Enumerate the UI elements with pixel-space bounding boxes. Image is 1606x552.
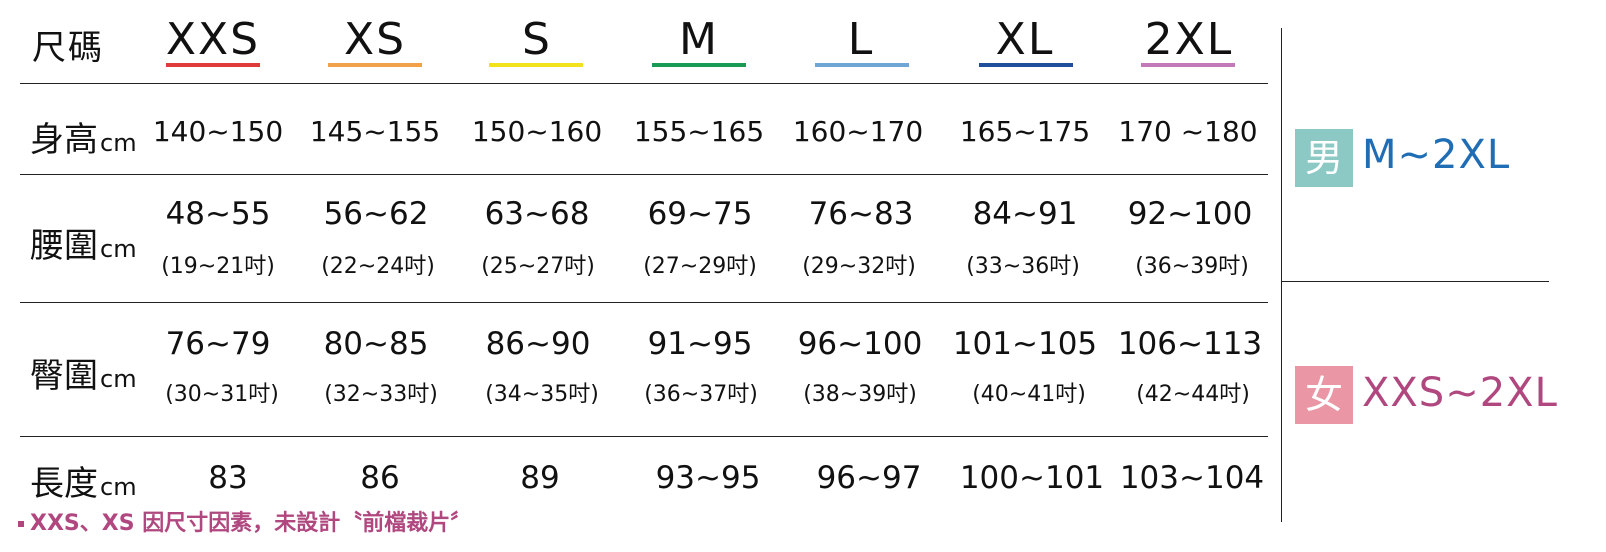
size-s-color-bar: [489, 63, 583, 67]
row-label-hip: 臀圍cm: [30, 356, 137, 396]
female-size-range: XXS~2XL: [1362, 370, 1558, 416]
side-panel-divider: [1281, 28, 1282, 522]
height-s: 150~160: [471, 115, 603, 148]
length-xl: 100~101: [959, 460, 1105, 496]
size-xl-color-bar: [979, 63, 1073, 67]
size-xxs-header: XXS: [165, 14, 261, 65]
length-s: 89: [520, 460, 560, 496]
waist-xl-inches: (33~36吋): [966, 254, 1080, 279]
waist-m: 69~75: [647, 196, 753, 232]
waist-l-inches: (29~32吋): [802, 254, 916, 279]
waist-m-inches: (27~29吋): [643, 254, 757, 279]
height-2xl: 170 ~180: [1118, 115, 1258, 148]
size-m-color-bar: [652, 63, 746, 67]
size-2xl-color-bar: [1141, 63, 1235, 67]
length-xs: 86: [360, 460, 400, 496]
footnote: XXS、XS 因尺寸因素，未設計〝前檔裁片〞: [18, 505, 472, 537]
length-xxs: 83: [208, 460, 248, 496]
size-m-header: M: [679, 14, 719, 65]
table-divider: [20, 174, 1268, 175]
table-divider: [20, 302, 1268, 303]
row-label-waist: 腰圍cm: [30, 226, 137, 266]
size-l-color-bar: [815, 63, 909, 67]
gender-divider: [1281, 281, 1549, 282]
male-badge: 男: [1295, 129, 1353, 187]
size-l-header: L: [847, 14, 875, 65]
size-s-header: S: [522, 14, 552, 65]
table-divider: [20, 83, 1268, 84]
hip-s-inches: (34~35吋): [485, 382, 599, 407]
size-xl-header: XL: [995, 14, 1055, 65]
length-2xl: 103~104: [1119, 460, 1265, 496]
waist-2xl: 92~100: [1127, 196, 1253, 232]
height-m: 155~165: [633, 115, 765, 148]
hip-m-inches: (36~37吋): [644, 382, 758, 407]
row-label-length: 長度cm: [30, 464, 137, 504]
hip-s: 86~90: [485, 326, 591, 362]
row-label-height: 身高cm: [30, 120, 137, 160]
height-l: 160~170: [792, 115, 924, 148]
size-2xl-header: 2XL: [1144, 14, 1234, 65]
length-m: 93~95: [655, 460, 761, 496]
hip-l: 96~100: [797, 326, 923, 362]
hip-xl: 101~105: [952, 326, 1098, 362]
hip-xxs-inches: (30~31吋): [165, 382, 279, 407]
hip-xl-inches: (40~41吋): [972, 382, 1086, 407]
waist-xxs: 48~55: [165, 196, 271, 232]
waist-xl: 84~91: [972, 196, 1078, 232]
hip-2xl-inches: (42~44吋): [1136, 382, 1250, 407]
waist-l: 76~83: [808, 196, 914, 232]
length-l: 96~97: [816, 460, 922, 496]
size-xs-color-bar: [328, 63, 422, 67]
waist-s: 63~68: [484, 196, 590, 232]
table-divider: [20, 436, 1268, 437]
hip-l-inches: (38~39吋): [803, 382, 917, 407]
hip-xxs: 76~79: [165, 326, 271, 362]
bullet-icon: [18, 521, 24, 527]
height-xs: 145~155: [309, 115, 441, 148]
waist-xs-inches: (22~24吋): [321, 254, 435, 279]
hip-2xl: 106~113: [1117, 326, 1263, 362]
female-badge: 女: [1295, 366, 1353, 424]
hip-xs: 80~85: [323, 326, 429, 362]
size-header-label: 尺碼: [32, 28, 104, 68]
waist-s-inches: (25~27吋): [481, 254, 595, 279]
height-xxs: 140~150: [152, 115, 284, 148]
hip-xs-inches: (32~33吋): [324, 382, 438, 407]
size-xxs-color-bar: [166, 63, 260, 67]
size-xs-header: XS: [343, 14, 407, 65]
waist-xs: 56~62: [323, 196, 429, 232]
waist-2xl-inches: (36~39吋): [1135, 254, 1249, 279]
waist-xxs-inches: (19~21吋): [161, 254, 275, 279]
male-size-range: M~2XL: [1362, 132, 1511, 178]
height-xl: 165~175: [959, 115, 1091, 148]
hip-m: 91~95: [647, 326, 753, 362]
